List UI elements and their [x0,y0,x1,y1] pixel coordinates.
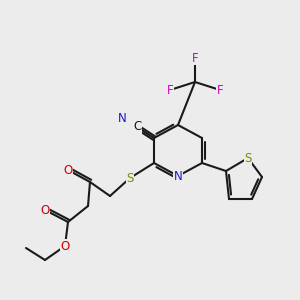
Text: N: N [118,112,126,125]
Text: O: O [40,203,50,217]
Text: F: F [192,52,198,64]
Text: F: F [217,83,223,97]
Text: O: O [63,164,73,176]
Text: C: C [133,121,141,134]
Text: S: S [244,152,252,164]
Text: F: F [167,83,173,97]
Text: O: O [60,239,70,253]
Text: S: S [126,172,134,184]
Text: N: N [174,169,182,182]
